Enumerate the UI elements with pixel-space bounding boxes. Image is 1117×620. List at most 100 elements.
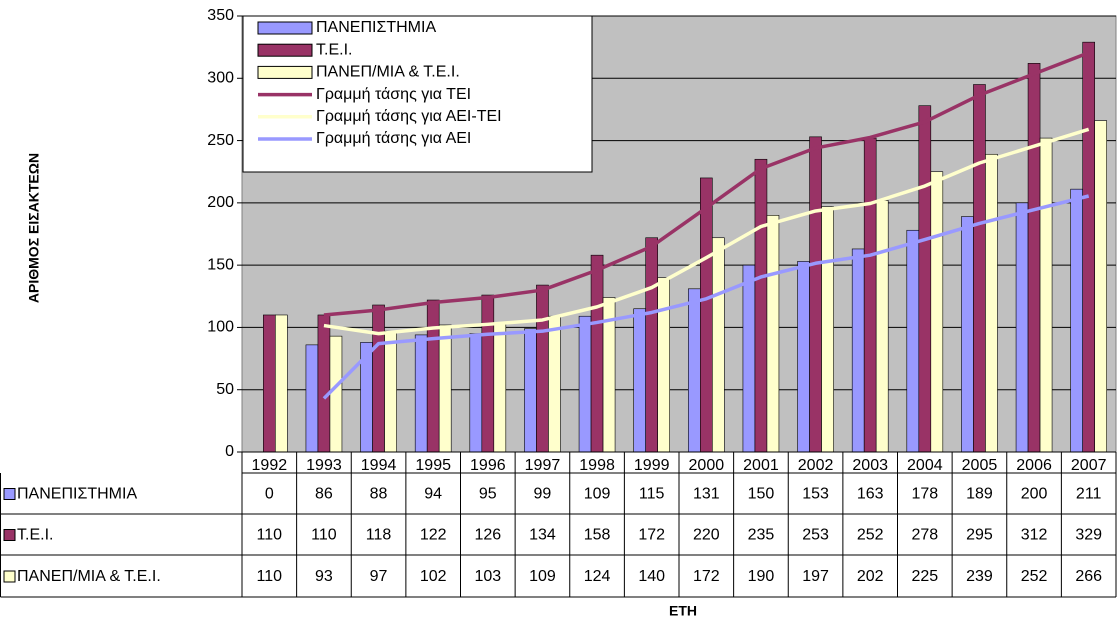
x-tick-label: 1995 <box>415 457 451 474</box>
bar <box>657 277 670 453</box>
bar <box>875 200 889 453</box>
bar <box>317 314 331 453</box>
bar <box>329 335 343 453</box>
table-cell: 220 <box>693 527 720 544</box>
bar <box>633 308 646 453</box>
trend-line <box>323 51 1090 317</box>
table-swatch <box>3 488 16 500</box>
table-row-label: Τ.Ε.Ι. <box>17 527 53 544</box>
y-axis-title: ΑΡΙΘΜΟΣ ΕΙΣΑΚΤΕΩΝ <box>26 153 42 303</box>
trend-lines <box>322 51 1090 400</box>
bar <box>863 137 877 453</box>
bar <box>766 215 780 453</box>
bar <box>1070 188 1083 453</box>
table-cell: 0 <box>265 486 274 503</box>
bar <box>700 177 713 453</box>
table-row-label: ΠΑΝΕΠΙΣΤΗΜΙΑ <box>17 486 137 503</box>
bar <box>1039 137 1053 453</box>
table-cell: 172 <box>693 568 720 585</box>
table-cell: 110 <box>257 568 283 585</box>
table-cell: 202 <box>857 568 884 585</box>
y-tick-label: 50 <box>216 381 234 398</box>
bar <box>754 158 768 453</box>
table-cell: 295 <box>966 527 993 544</box>
table-cell: 253 <box>802 527 829 544</box>
table-cell: 122 <box>420 527 447 544</box>
table-cell: 110 <box>311 527 337 544</box>
table-cell: 97 <box>370 568 388 585</box>
table-cell: 197 <box>802 568 829 585</box>
bar <box>1015 202 1029 453</box>
x-axis-title: ΕΤΗ <box>669 603 697 619</box>
x-tick-label: 2003 <box>852 457 888 474</box>
x-tick-label: 2000 <box>689 457 725 474</box>
table-cell: 266 <box>1075 568 1102 585</box>
y-tick-label: 200 <box>207 194 234 211</box>
bar <box>414 334 428 453</box>
bar <box>712 237 725 453</box>
table-cell: 153 <box>802 486 829 503</box>
x-tick-label: 1994 <box>361 457 397 474</box>
bar <box>1027 63 1041 453</box>
y-tick-label: 300 <box>207 70 234 87</box>
table-cell: 312 <box>1021 527 1048 544</box>
bar <box>469 333 483 453</box>
table-cell: 200 <box>1021 486 1048 503</box>
table-cell: 109 <box>529 568 556 585</box>
table-cell: 94 <box>424 486 442 503</box>
x-tick-label: 2006 <box>1016 457 1052 474</box>
bar <box>263 314 276 453</box>
y-tick-label: 250 <box>207 132 234 149</box>
table-swatch <box>3 570 16 583</box>
bar <box>438 324 452 453</box>
x-tick-label: 2007 <box>1071 457 1107 474</box>
y-tick-label: 350 <box>207 7 234 24</box>
bar <box>973 84 986 453</box>
x-tick-label: 1997 <box>525 457 561 474</box>
table-cell: 95 <box>479 486 497 503</box>
x-tick-label: 2005 <box>962 457 998 474</box>
bar <box>590 254 604 453</box>
legend-label: Γραμμή τάσης για ΑΕΙ <box>316 130 471 147</box>
y-tick-label: 0 <box>225 443 234 460</box>
bar <box>536 284 549 453</box>
x-tick-label: 1998 <box>579 457 615 474</box>
bars <box>263 41 1107 453</box>
bar <box>548 315 561 453</box>
table-cell: 190 <box>748 568 775 585</box>
table-cell: 329 <box>1075 527 1102 544</box>
table-cell: 140 <box>638 568 665 585</box>
legend-label: Τ.Ε.Ι. <box>316 41 352 58</box>
table-cell: 252 <box>857 527 884 544</box>
trend-line <box>322 194 1090 400</box>
bar <box>930 171 944 453</box>
bar <box>384 330 397 453</box>
legend-label: Γραμμή τάσης για ΑΕΙ-ΤΕΙ <box>316 108 502 125</box>
bar <box>688 288 701 453</box>
bar <box>372 304 385 453</box>
legend-swatch <box>257 21 313 35</box>
bar <box>985 153 998 453</box>
legend-swatch <box>257 43 313 57</box>
bar <box>918 105 932 453</box>
x-tick-label: 2001 <box>743 457 779 474</box>
table-cell: 99 <box>534 486 552 503</box>
x-tick-label: 1993 <box>306 457 342 474</box>
table-cell: 163 <box>857 486 884 503</box>
table-cell: 126 <box>474 527 501 544</box>
table-cell: 158 <box>584 527 611 544</box>
x-tick-label: 1999 <box>634 457 670 474</box>
table-cell: 88 <box>370 486 388 503</box>
table-cell: 109 <box>584 486 611 503</box>
table-cell: 178 <box>911 486 938 503</box>
y-tick-label: 150 <box>207 256 234 273</box>
table-cell: 172 <box>638 527 665 544</box>
legend-label: Γραμμή τάσης για ΤΕΙ <box>316 86 471 103</box>
table-cell: 134 <box>529 527 556 544</box>
legend: ΠΑΝΕΠΙΣΤΗΜΙΑ Τ.Ε.Ι. ΠΑΝΕΠ/ΜΙΑ & Τ.Ε.Ι. Γραμ… <box>242 15 593 173</box>
table-cell: 131 <box>693 486 720 503</box>
x-tick-label: 1992 <box>252 457 288 474</box>
y-tick-label: 100 <box>207 319 234 336</box>
table-cell: 118 <box>366 527 392 544</box>
bar <box>524 328 537 453</box>
